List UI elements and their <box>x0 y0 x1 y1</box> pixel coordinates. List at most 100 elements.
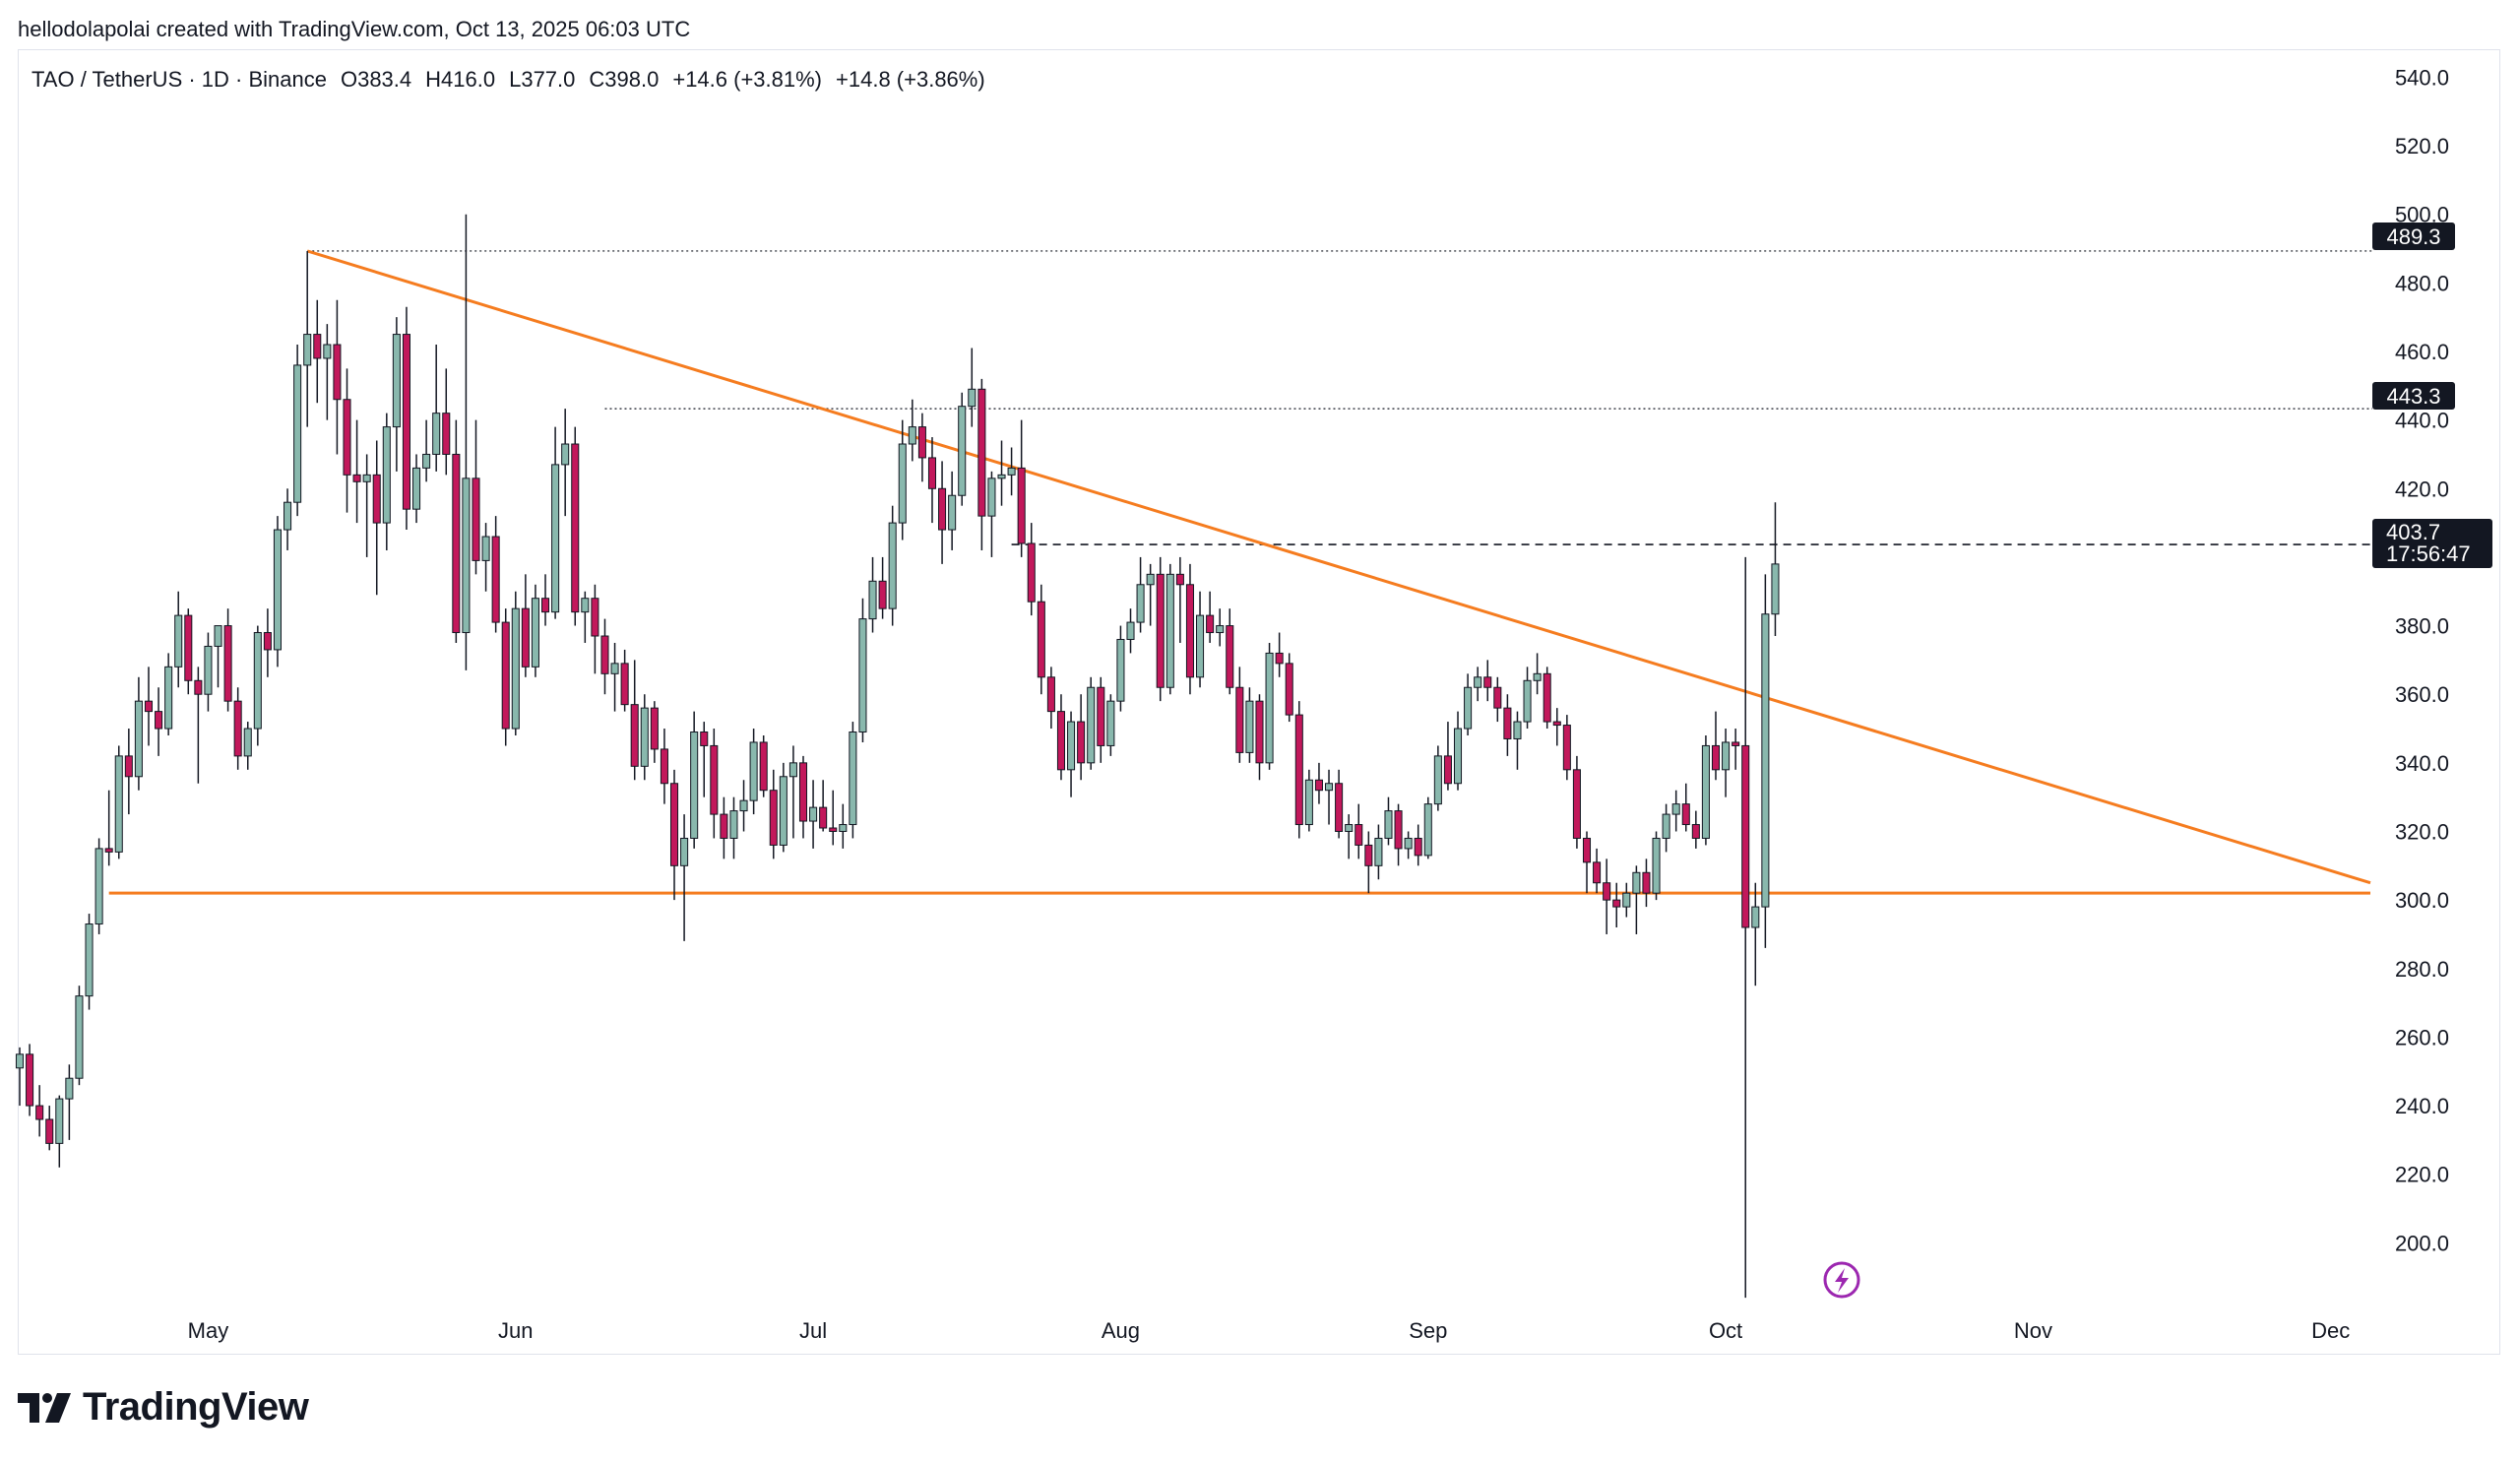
candle-body <box>1642 871 1651 894</box>
candle-body <box>680 837 689 866</box>
candle <box>372 440 381 596</box>
candle <box>1622 882 1631 918</box>
candle-body <box>739 799 748 812</box>
candle-body <box>581 598 590 613</box>
candle <box>1196 591 1205 688</box>
candle-body <box>1196 614 1205 678</box>
candle-body <box>1533 672 1542 681</box>
candle <box>1304 769 1313 832</box>
label-489-text: 489.3 <box>2386 224 2440 249</box>
candle-body <box>1732 741 1740 746</box>
label-489: 489.3 <box>2372 223 2455 250</box>
candle <box>1652 831 1661 901</box>
candle-body <box>1562 725 1571 771</box>
candle <box>1443 722 1452 791</box>
candle-body <box>1027 542 1036 603</box>
candle <box>104 790 113 866</box>
candle <box>124 729 133 815</box>
candle <box>1681 783 1690 832</box>
change-value: +14.6 (+3.81%) <box>672 67 823 92</box>
candle <box>35 1085 44 1137</box>
time-tick-label: Oct <box>1709 1318 1742 1343</box>
candle-body <box>223 625 232 702</box>
candle-body <box>997 474 1006 479</box>
candle-body <box>868 580 877 620</box>
candle-body <box>1523 679 1532 723</box>
candle <box>352 419 361 524</box>
candle <box>1156 556 1165 702</box>
candle-body <box>948 494 957 531</box>
candle <box>55 1095 64 1168</box>
candle <box>769 769 778 859</box>
candle <box>620 649 629 712</box>
candle-body <box>521 607 530 668</box>
candle <box>1007 447 1016 496</box>
candle-body <box>1007 467 1016 476</box>
candle <box>1632 865 1641 934</box>
lightning-icon[interactable] <box>1823 1261 1860 1299</box>
candle <box>343 368 351 513</box>
candle <box>1671 790 1680 832</box>
candle <box>1116 625 1125 712</box>
candle-body <box>303 334 312 366</box>
candle-body <box>1741 744 1750 928</box>
candle <box>313 299 322 404</box>
candle <box>710 729 719 839</box>
candle <box>284 488 292 550</box>
candle <box>551 426 560 619</box>
candle <box>729 796 738 859</box>
candle-body <box>1245 700 1254 753</box>
price-tick-label: 360.0 <box>2395 682 2449 707</box>
price-tick-label: 440.0 <box>2395 409 2449 433</box>
candle-body <box>917 426 926 459</box>
candle-body <box>1483 676 1492 688</box>
candle-body <box>968 388 976 408</box>
candle-body <box>1166 573 1174 688</box>
candle <box>1503 694 1512 756</box>
candle-body <box>174 614 183 668</box>
candle-body <box>343 399 351 476</box>
candle <box>977 378 986 550</box>
candle <box>1265 642 1274 770</box>
candle <box>323 324 332 420</box>
candle <box>303 250 312 427</box>
candle <box>1543 667 1551 730</box>
tradingview-logo[interactable]: TradingView <box>18 1385 309 1430</box>
candle-body <box>1513 721 1522 739</box>
candle-body <box>1056 711 1066 771</box>
candle-body <box>1474 676 1482 688</box>
candle <box>1404 831 1413 859</box>
candle <box>610 642 619 712</box>
candle <box>917 413 926 482</box>
candle <box>1423 796 1432 859</box>
trendline-0 <box>306 249 2371 885</box>
candle <box>1453 711 1463 791</box>
time-axis[interactable]: May Jun Jul Aug Sep Oct Nov Dec <box>188 1318 2351 1343</box>
candle <box>85 914 94 1010</box>
ohlc-high: H416.0 <box>425 67 496 92</box>
candle-body <box>293 364 302 503</box>
candle <box>1552 708 1561 746</box>
candle <box>571 426 580 626</box>
candle-body <box>1404 837 1413 850</box>
symbol-name[interactable]: TAO / TetherUS · 1D · Binance <box>32 67 327 92</box>
candle-body <box>690 732 699 839</box>
time-tick-label: Jul <box>799 1318 827 1343</box>
candle <box>700 722 709 797</box>
candle-body <box>908 426 916 445</box>
candle <box>1097 676 1105 763</box>
candle-body <box>1175 573 1184 586</box>
candle-body <box>1116 638 1125 702</box>
candle <box>1642 859 1651 908</box>
candle <box>511 591 520 735</box>
candle <box>1067 711 1076 797</box>
candle-body <box>1751 906 1760 928</box>
candle-body <box>1423 803 1432 857</box>
candle-body <box>809 806 818 822</box>
candle-body <box>769 790 778 846</box>
candle <box>1414 824 1422 866</box>
candle-body <box>1304 779 1313 826</box>
candle-body <box>829 827 838 832</box>
candle-body <box>1285 663 1293 716</box>
